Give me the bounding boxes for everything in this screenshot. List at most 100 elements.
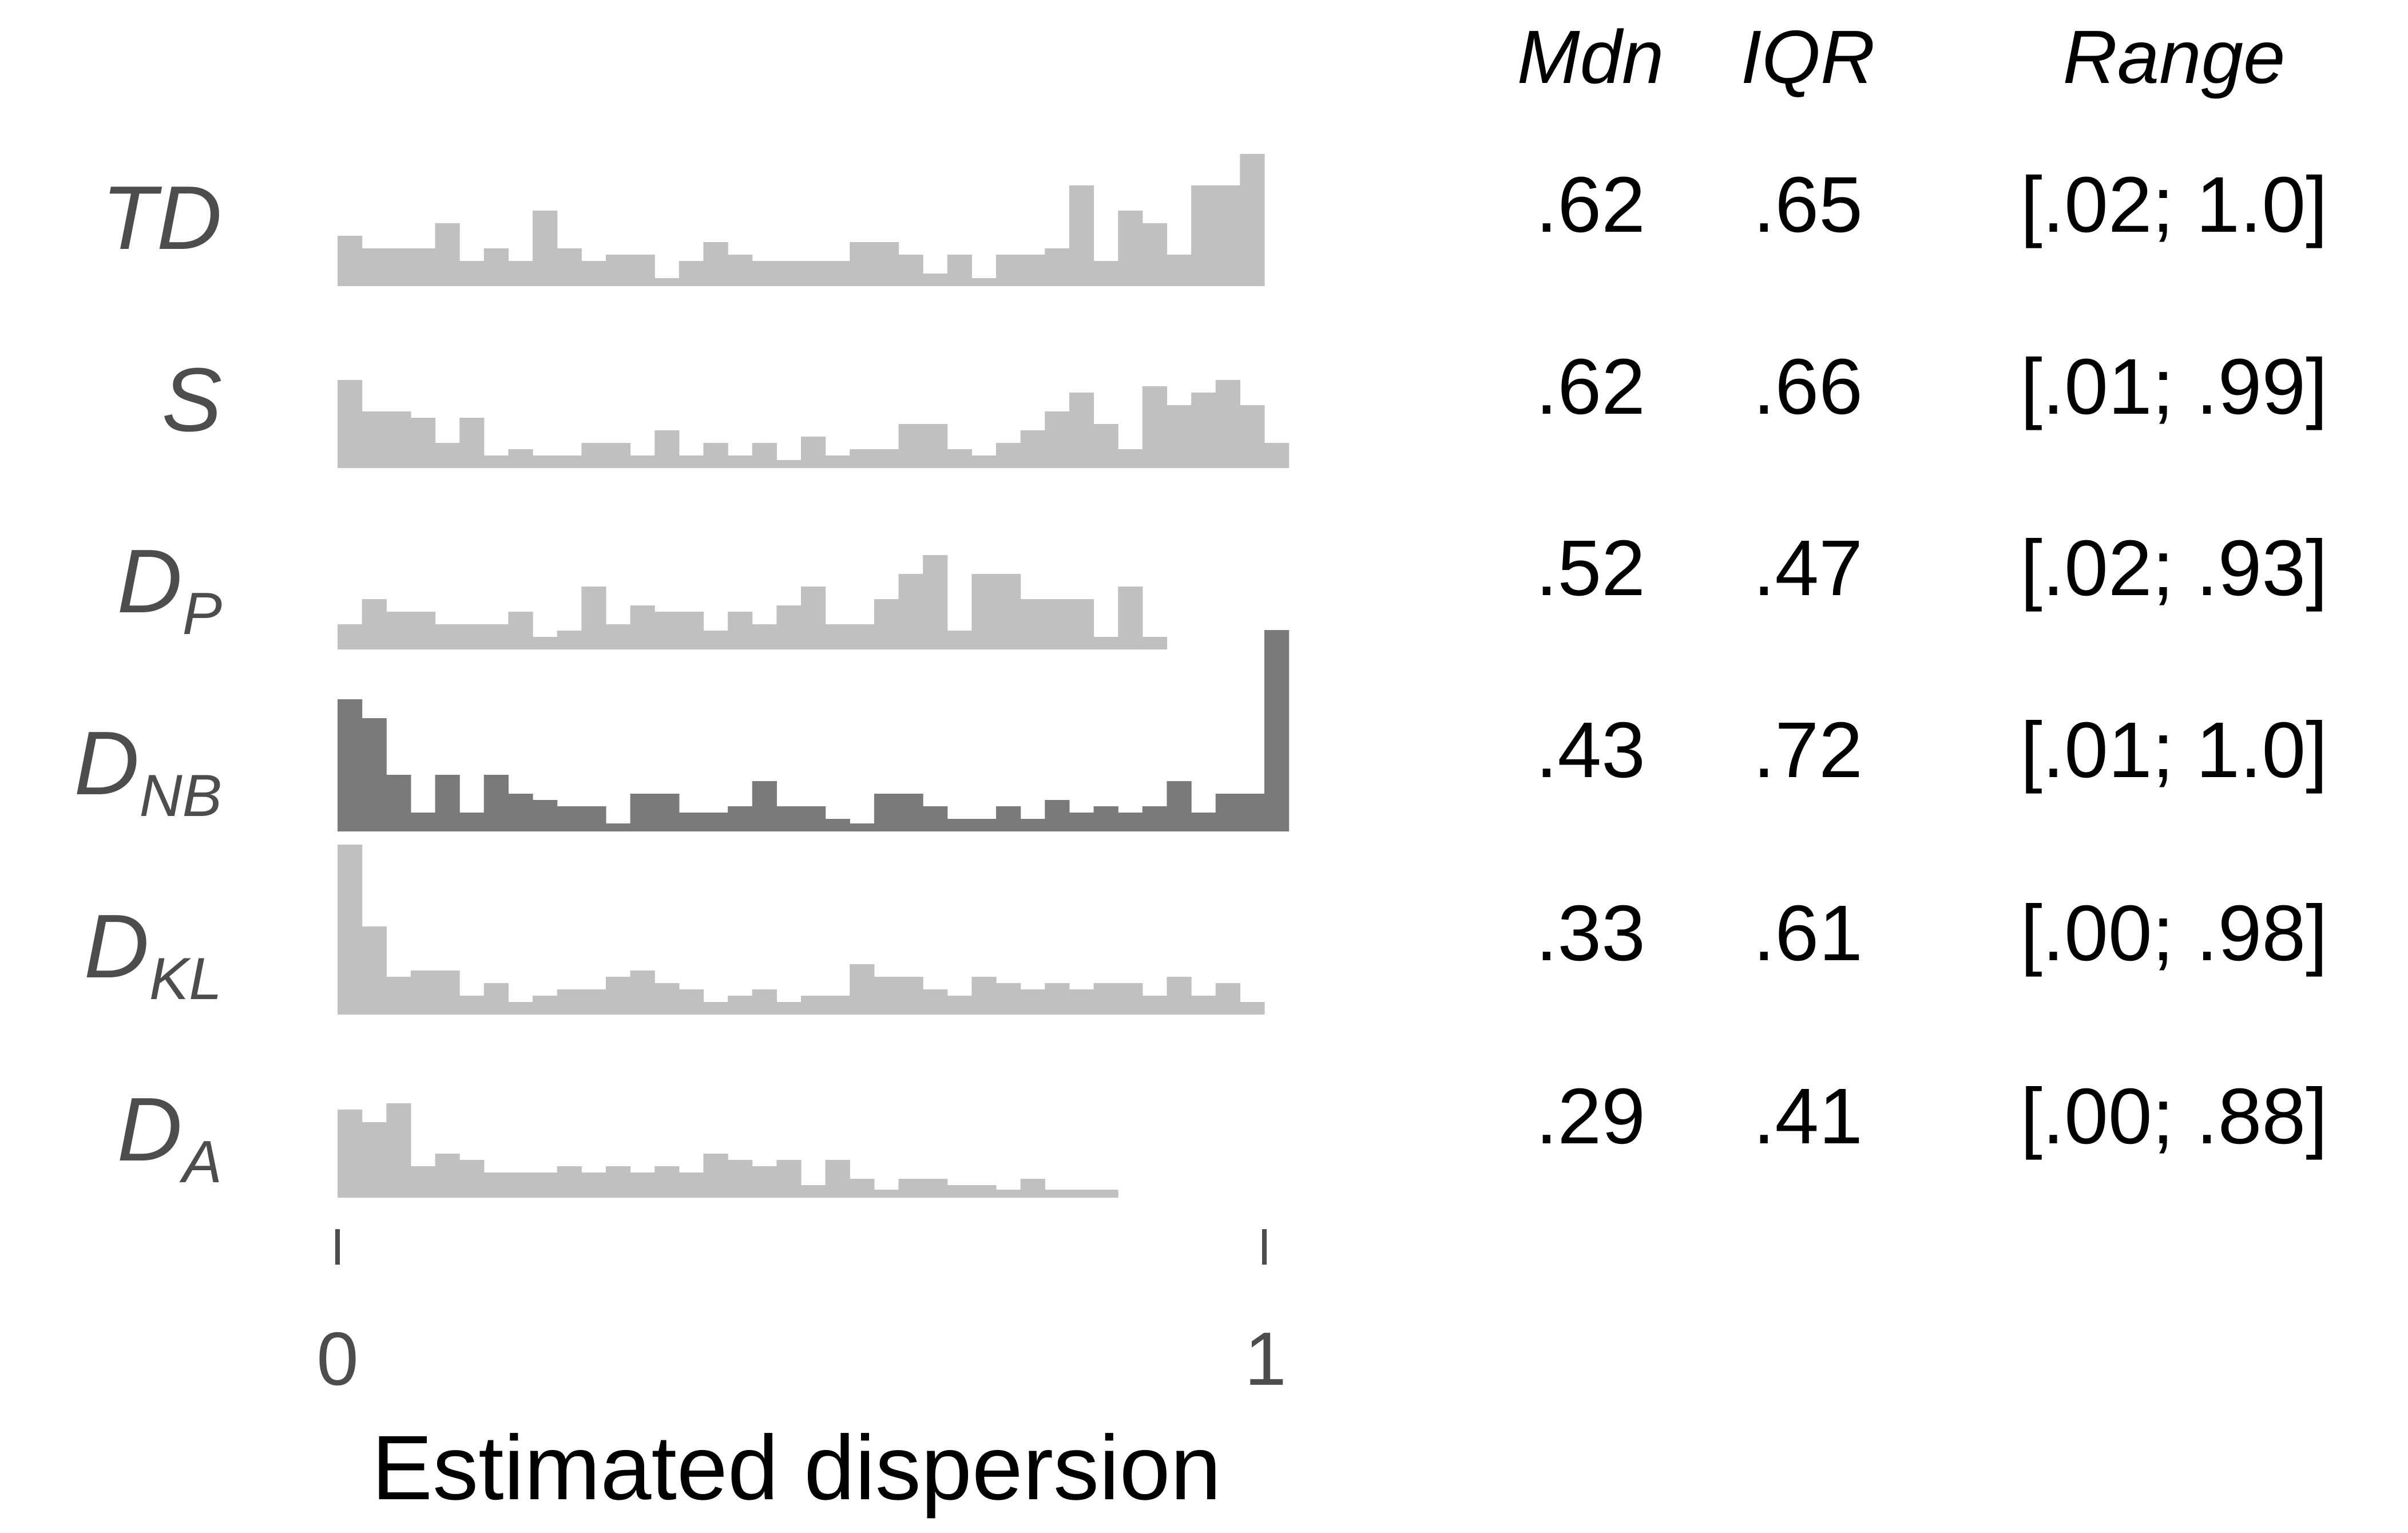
histogram-bar xyxy=(1142,996,1168,1015)
histogram-bar xyxy=(557,1166,582,1198)
histogram-bar xyxy=(533,800,558,831)
histogram-bar xyxy=(459,996,485,1015)
histogram-bar xyxy=(338,380,363,468)
histogram-bar xyxy=(435,970,460,1015)
histogram-bar xyxy=(581,443,606,468)
stat-iqr: .65 xyxy=(1753,161,1863,249)
histogram-bar xyxy=(1069,393,1094,468)
histogram-bar xyxy=(410,970,436,1015)
histogram-bar xyxy=(1191,996,1216,1015)
row-label-subscript: NB xyxy=(140,763,222,829)
mdn-header: Mdn xyxy=(1517,15,1664,99)
histogram-bar xyxy=(728,806,753,831)
histogram-bar xyxy=(435,443,460,468)
histogram-bar xyxy=(557,989,582,1015)
histogram-bar xyxy=(752,261,777,286)
histogram-bar xyxy=(410,813,436,831)
histogram-bar xyxy=(557,631,582,649)
histogram-bar xyxy=(459,1160,485,1198)
histogram-bar xyxy=(776,1002,802,1015)
histogram-bar xyxy=(557,248,582,286)
histogram-bar xyxy=(874,599,899,649)
histogram-row: TD .62 .65 [.02; 1.0] xyxy=(101,154,2328,286)
histogram-bar xyxy=(338,236,363,286)
histogram-bar xyxy=(850,964,875,1015)
histogram-bar xyxy=(1020,1179,1045,1198)
histogram-bar xyxy=(1093,261,1118,286)
histogram-bar xyxy=(825,1160,850,1198)
histogram-row: DNB .43 .72 [.01; 1.0] xyxy=(74,630,2328,831)
row-label: S xyxy=(162,350,222,450)
histogram-bar xyxy=(1045,983,1070,1015)
histogram-bar xyxy=(850,449,875,468)
histogram-bar xyxy=(459,624,485,649)
histogram-bar xyxy=(801,587,826,649)
histogram-bar xyxy=(874,977,899,1015)
histogram-bar xyxy=(605,443,631,468)
histogram-bar xyxy=(654,612,680,649)
histogram-bar xyxy=(630,455,655,468)
histogram-bar xyxy=(923,989,948,1015)
histogram-bar xyxy=(898,794,923,831)
histogram-bar xyxy=(1215,794,1240,831)
histogram-bar xyxy=(435,223,460,286)
histogram-bar xyxy=(703,1002,728,1015)
histogram-bar xyxy=(1142,637,1168,649)
histogram-bar xyxy=(435,775,460,831)
histogram-bar xyxy=(1045,800,1070,831)
histogram-bar xyxy=(362,411,387,468)
histogram-bar xyxy=(801,806,826,831)
histogram-bar xyxy=(1093,424,1118,468)
histogram-bar xyxy=(1264,443,1290,468)
histogram-bar xyxy=(898,1179,923,1198)
histogram-bar xyxy=(776,605,802,649)
histogram-bar xyxy=(679,813,704,831)
histogram-bar xyxy=(508,612,533,649)
histogram-bar xyxy=(362,1122,387,1198)
histogram-bar xyxy=(630,255,655,286)
stat-iqr: .72 xyxy=(1753,706,1863,794)
histogram-bar xyxy=(630,1172,655,1198)
histogram-bar xyxy=(362,926,387,1015)
histogram-row: DP .52 .47 [.02; .93] xyxy=(117,524,2328,649)
histogram-bar xyxy=(605,624,631,649)
histogram-bar xyxy=(728,612,753,649)
histogram-bar xyxy=(1142,223,1168,286)
histogram-bar xyxy=(898,977,923,1015)
stat-range: [.00; .98] xyxy=(2020,889,2327,977)
histogram-bar xyxy=(947,449,973,468)
histogram-bar xyxy=(1167,781,1192,831)
row-label: DKL xyxy=(84,896,222,1012)
histogram-bar xyxy=(679,455,704,468)
histogram-bar xyxy=(362,248,387,286)
histogram-bar xyxy=(947,1185,973,1198)
histogram-bar xyxy=(1142,806,1168,831)
histogram-bar xyxy=(459,813,485,831)
histogram-bar xyxy=(654,1166,680,1198)
histogram-bar xyxy=(1118,813,1143,831)
histogram-bar xyxy=(1020,430,1045,468)
stat-iqr: .61 xyxy=(1753,889,1863,977)
histogram-bar xyxy=(874,449,899,468)
histogram-bar xyxy=(728,1160,753,1198)
histogram-bar xyxy=(1045,411,1070,468)
histogram-bar xyxy=(605,977,631,1015)
histogram-bar xyxy=(338,845,363,1015)
stat-mdn: .33 xyxy=(1536,889,1645,977)
histogram-bar xyxy=(581,1172,606,1198)
histogram-bar xyxy=(776,1160,802,1198)
histogram-bar xyxy=(923,806,948,831)
histogram-bar xyxy=(1215,380,1240,468)
histogram-bar xyxy=(752,1166,777,1198)
histogram-bar xyxy=(728,255,753,286)
histogram-bar xyxy=(825,624,850,649)
histogram-bar xyxy=(581,806,606,831)
histogram-bar xyxy=(1069,989,1094,1015)
histogram-bar xyxy=(1020,599,1045,649)
histogram-bar xyxy=(825,819,850,831)
histogram-bar xyxy=(1069,185,1094,286)
histogram-bar xyxy=(435,624,460,649)
stat-mdn: .29 xyxy=(1536,1072,1645,1160)
histogram-bar xyxy=(533,996,558,1015)
histogram-row: DKL .33 .61 [.00; .98] xyxy=(84,845,2328,1015)
